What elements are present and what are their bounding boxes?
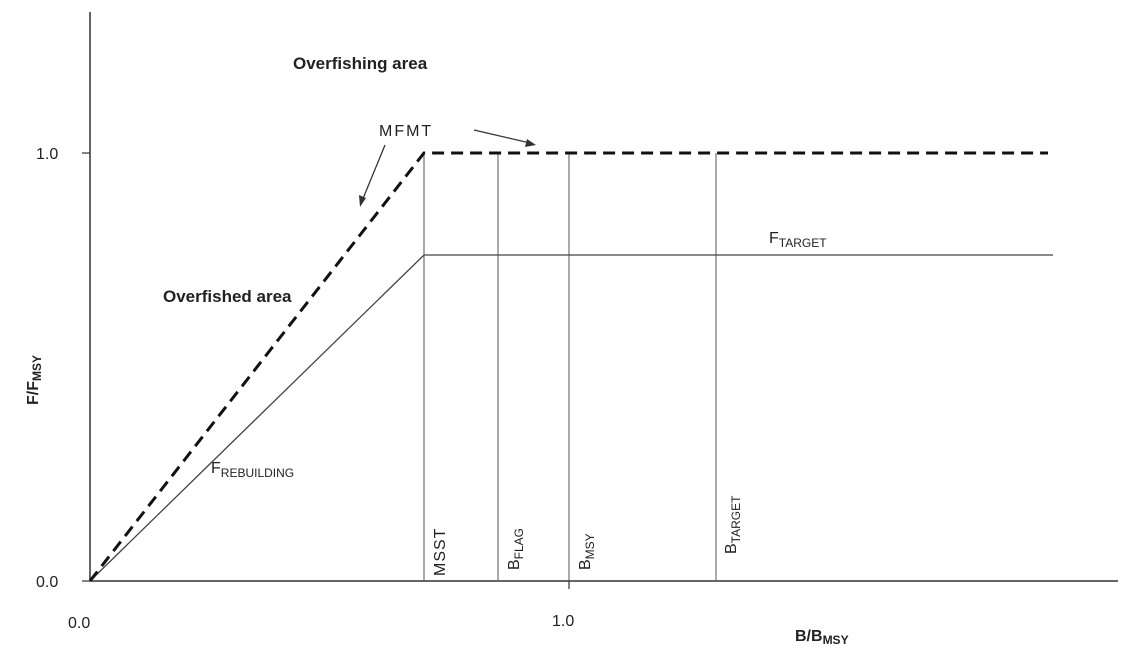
mfmt-line bbox=[88, 151, 1048, 582]
msst-label: MSST bbox=[432, 528, 449, 576]
mfmt-arrow-right bbox=[473, 129, 531, 144]
b-target-label: BTARGET bbox=[723, 495, 743, 554]
x-tick-label-0: 0.0 bbox=[68, 615, 90, 632]
y-tick-label-1: 1.0 bbox=[36, 146, 58, 163]
b-msy-label: BMSY bbox=[577, 533, 597, 570]
y-tick-label-0: 0.0 bbox=[36, 574, 58, 591]
b-flag-label: BFLAG bbox=[506, 528, 526, 570]
f-target-label: FTARGET bbox=[769, 230, 827, 250]
f-rebuilding-label: FREBUILDING bbox=[211, 460, 294, 480]
y-axis-title: F/FMSY bbox=[25, 355, 44, 405]
mfmt-arrow-left-head bbox=[359, 195, 366, 207]
x-tick-label-1: 1.0 bbox=[552, 613, 574, 630]
overfishing-area-label: Overfishing area bbox=[293, 54, 428, 73]
f-target-line bbox=[89, 254, 1053, 582]
mfmt-arrow-right-head bbox=[525, 139, 536, 147]
mfmt-label: MFMT bbox=[379, 123, 433, 140]
overfished-area-label: Overfished area bbox=[163, 287, 292, 306]
x-axis-title: B/BMSY bbox=[795, 628, 849, 647]
mfmt-arrow-left bbox=[361, 144, 386, 202]
